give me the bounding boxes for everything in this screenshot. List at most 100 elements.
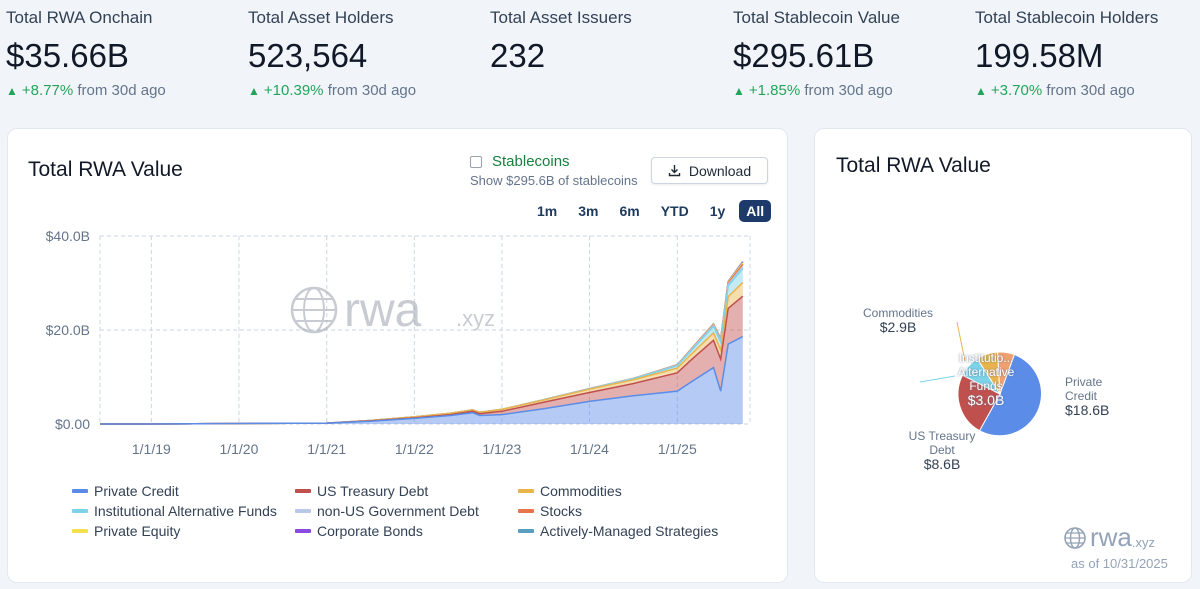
download-icon bbox=[668, 165, 681, 177]
y-tick-label: $0.00 bbox=[55, 416, 90, 432]
stat-asset-holders: Total Asset Holders 523,564 ▲ +10.39% fro… bbox=[248, 8, 416, 99]
legend-item-actively-managed-strategies[interactable]: Actively-Managed Strategies bbox=[518, 523, 718, 539]
x-tick-label: 1/1/20 bbox=[219, 441, 258, 457]
pie-slice-private-credit[interactable] bbox=[978, 353, 1042, 437]
legend-swatch bbox=[72, 509, 88, 513]
stat-change: ▲ +8.77% from 30d ago bbox=[6, 82, 166, 99]
range-button-ytd[interactable]: YTD bbox=[660, 203, 689, 219]
legend-swatch bbox=[295, 489, 311, 493]
stat-change: ▲ +1.85% from 30d ago bbox=[733, 82, 900, 99]
rwa-area-chart: $0.00 $20.0B $40.0B 1/1/19 1/1/20 1/1/21 1/1/2… bbox=[46, 228, 751, 457]
legend-label: US Treasury Debt bbox=[317, 483, 429, 499]
up-arrow-icon: ▲ bbox=[248, 84, 260, 98]
x-tick-label: 1/1/21 bbox=[307, 441, 346, 457]
pie-label-us-treasury-debt: US Treasury Debt $8.6B bbox=[897, 429, 987, 471]
stat-label: Total Asset Holders bbox=[248, 8, 394, 27]
watermark-suffix: .xyz bbox=[456, 306, 495, 331]
pie-label-name: Commodities bbox=[862, 306, 934, 320]
legend-item-non-us-government-debt[interactable]: non-US Government Debt bbox=[295, 503, 479, 519]
time-range-selector: 1m 3m 6m YTD 1y All bbox=[523, 200, 772, 222]
download-label: Download bbox=[688, 162, 752, 179]
stablecoins-checkbox[interactable] bbox=[470, 155, 482, 168]
x-tick-label: 1/1/22 bbox=[395, 441, 434, 457]
pie-label-value: $8.6B bbox=[923, 456, 961, 472]
stablecoins-sublabel: Show $295.6B of stablecoins bbox=[470, 173, 638, 188]
stat-value: $295.61B bbox=[733, 37, 875, 74]
legend-item-stocks[interactable]: Stocks bbox=[518, 503, 582, 519]
chart-title: Total RWA Value bbox=[28, 158, 183, 181]
pie-title: Total RWA Value bbox=[836, 154, 991, 177]
watermark-text: rwa bbox=[344, 284, 422, 337]
stablecoins-label: Stablecoins bbox=[492, 153, 570, 170]
legend-item-private-equity[interactable]: Private Equity bbox=[72, 523, 180, 539]
pie-slice-other[interactable] bbox=[997, 351, 1016, 395]
stat-value: $35.66B bbox=[6, 37, 129, 74]
stats-bar: Total RWA Onchain $35.66B ▲ +8.77% from 3… bbox=[0, 0, 1200, 120]
pie-label-commodities: Commodities $2.9B bbox=[853, 306, 943, 334]
stat-label: Total Stablecoin Value bbox=[733, 8, 900, 27]
rwa-pie-chart bbox=[919, 321, 1042, 437]
stat-change-suffix: from 30d ago bbox=[77, 82, 166, 99]
stat-change-pct: +3.70% bbox=[990, 82, 1043, 99]
pie-label-value: $18.6B bbox=[1065, 402, 1110, 418]
line-private-credit bbox=[100, 335, 744, 425]
up-arrow-icon: ▲ bbox=[733, 84, 745, 98]
globe-icon bbox=[1064, 526, 1086, 549]
stat-change-suffix: from 30d ago bbox=[327, 82, 417, 99]
legend-label: Corporate Bonds bbox=[317, 523, 423, 539]
x-tick-label: 1/1/24 bbox=[570, 441, 609, 457]
legend-label: Actively-Managed Strategies bbox=[540, 523, 719, 539]
y-tick-label: $20.0B bbox=[46, 322, 90, 338]
stat-change: ▲ +3.70% from 30d ago bbox=[975, 82, 1158, 99]
pie-label-name: Private Credit bbox=[1065, 375, 1103, 403]
stat-stablecoin-value: Total Stablecoin Value $295.61B ▲ +1.85% … bbox=[733, 8, 900, 99]
stat-value: 232 bbox=[490, 37, 546, 74]
pie-label-value: $3.0B bbox=[967, 392, 1005, 408]
up-arrow-icon: ▲ bbox=[6, 84, 18, 98]
stat-label: Total RWA Onchain bbox=[6, 8, 153, 27]
stat-change-pct: +1.85% bbox=[748, 82, 801, 99]
legend-label: Private Equity bbox=[94, 523, 181, 539]
legend-item-institutional-alternative-funds[interactable]: Institutional Alternative Funds bbox=[72, 503, 277, 519]
stat-label: Total Stablecoin Holders bbox=[975, 8, 1159, 27]
legend-item-us-treasury-debt[interactable]: US Treasury Debt bbox=[295, 483, 428, 499]
leader-line-commodities bbox=[956, 321, 966, 362]
legend-swatch bbox=[518, 509, 534, 513]
legend-label: Commodities bbox=[540, 483, 622, 499]
watermark-suffix: .xyz bbox=[1131, 535, 1156, 550]
x-tick-label: 1/1/23 bbox=[482, 441, 521, 457]
legend-item-corporate-bonds[interactable]: Corporate Bonds bbox=[295, 523, 423, 539]
pie-label-name: Institutio... Alternative Funds bbox=[957, 351, 1015, 393]
area-private-credit bbox=[100, 336, 743, 424]
stat-change-suffix: from 30d ago bbox=[804, 82, 893, 99]
range-button-1m[interactable]: 1m bbox=[537, 203, 558, 219]
stat-stablecoin-holders: Total Stablecoin Holders 199.58M ▲ +3.70%… bbox=[975, 8, 1158, 99]
stat-label: Total Asset Issuers bbox=[490, 8, 632, 27]
x-tick-label: 1/1/19 bbox=[132, 441, 171, 457]
legend-label: Stocks bbox=[540, 503, 583, 519]
as-of-date: as of 10/31/2025 bbox=[1071, 556, 1168, 571]
range-button-1y[interactable]: 1y bbox=[709, 203, 726, 219]
legend-swatch bbox=[72, 529, 88, 533]
stat-asset-issuers: Total Asset Issuers 232 bbox=[490, 8, 632, 76]
range-button-all[interactable]: All bbox=[739, 200, 772, 222]
legend-item-private-credit[interactable]: Private Credit bbox=[72, 483, 179, 499]
stat-total-rwa: Total RWA Onchain $35.66B ▲ +8.77% from 3… bbox=[6, 8, 166, 99]
pie-label-private-credit: Private Credit $18.6B bbox=[1065, 375, 1155, 417]
range-button-6m[interactable]: 6m bbox=[619, 203, 640, 219]
download-button[interactable]: Download bbox=[651, 157, 768, 184]
pie-label-name: US Treasury Debt bbox=[908, 429, 976, 457]
legend-swatch bbox=[72, 489, 88, 493]
watermark-logo: rwa .xyz bbox=[1063, 522, 1155, 553]
stablecoins-toggle[interactable]: Stablecoins Show $295.6B of stablecoins bbox=[470, 153, 638, 188]
stat-value: 523,564 bbox=[248, 37, 368, 74]
legend-item-commodities[interactable]: Commodities bbox=[518, 483, 622, 499]
legend-label: Institutional Alternative Funds bbox=[94, 503, 277, 519]
legend-label: Private Credit bbox=[94, 483, 179, 499]
rwa-pie-card: Total RWA Value Private Credit $18.6B US T… bbox=[814, 128, 1192, 583]
rwa-chart-card: Total RWA Value Stablecoins Show $295.6B… bbox=[7, 128, 788, 583]
stat-change-pct: +10.39% bbox=[263, 82, 324, 99]
pie-label-value: $2.9B bbox=[879, 319, 917, 335]
range-button-3m[interactable]: 3m bbox=[578, 203, 599, 219]
watermark-text: rwa bbox=[1090, 522, 1132, 552]
